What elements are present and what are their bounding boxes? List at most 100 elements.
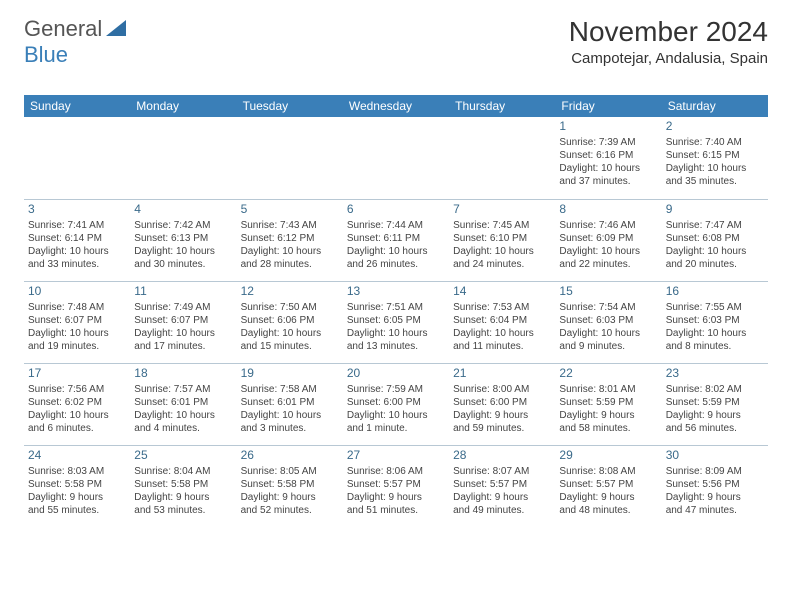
- day-detail-line: and 37 minutes.: [559, 175, 657, 188]
- day-detail-line: and 56 minutes.: [666, 422, 764, 435]
- brand-logo: General: [24, 16, 126, 42]
- day-detail-line: Sunrise: 7:53 AM: [453, 301, 551, 314]
- day-number: 7: [453, 202, 551, 218]
- day-detail-line: Daylight: 10 hours: [134, 327, 232, 340]
- day-number: 14: [453, 284, 551, 300]
- month-title: November 2024: [569, 16, 768, 48]
- day-detail-line: Sunset: 5:58 PM: [134, 478, 232, 491]
- day-detail-line: Sunrise: 7:45 AM: [453, 219, 551, 232]
- day-number: 29: [559, 448, 657, 464]
- day-detail-line: Sunset: 5:59 PM: [559, 396, 657, 409]
- day-detail-line: Sunset: 6:10 PM: [453, 232, 551, 245]
- title-block: November 2024 Campotejar, Andalusia, Spa…: [569, 16, 768, 67]
- brand-part2-wrap: Blue: [24, 42, 68, 68]
- day-detail-line: Daylight: 10 hours: [347, 245, 445, 258]
- calendar-empty-cell: [449, 117, 555, 199]
- day-detail-line: Sunset: 6:13 PM: [134, 232, 232, 245]
- calendar-day-cell: 28Sunrise: 8:07 AMSunset: 5:57 PMDayligh…: [449, 445, 555, 527]
- day-detail-line: Sunset: 6:14 PM: [28, 232, 126, 245]
- day-detail-line: and 22 minutes.: [559, 258, 657, 271]
- day-detail-line: Sunset: 6:12 PM: [241, 232, 339, 245]
- calendar-day-cell: 11Sunrise: 7:49 AMSunset: 6:07 PMDayligh…: [130, 281, 236, 363]
- calendar-week-row: 17Sunrise: 7:56 AMSunset: 6:02 PMDayligh…: [24, 363, 768, 445]
- calendar-empty-cell: [130, 117, 236, 199]
- day-detail-line: Sunset: 6:07 PM: [134, 314, 232, 327]
- calendar-body: 1Sunrise: 7:39 AMSunset: 6:16 PMDaylight…: [24, 117, 768, 527]
- day-detail-line: Sunrise: 7:58 AM: [241, 383, 339, 396]
- day-number: 21: [453, 366, 551, 382]
- day-number: 8: [559, 202, 657, 218]
- calendar-day-cell: 30Sunrise: 8:09 AMSunset: 5:56 PMDayligh…: [662, 445, 768, 527]
- day-detail-line: Daylight: 10 hours: [559, 162, 657, 175]
- location-text: Campotejar, Andalusia, Spain: [569, 50, 768, 67]
- weekday-header: Wednesday: [343, 95, 449, 117]
- day-number: 10: [28, 284, 126, 300]
- day-detail-line: Daylight: 10 hours: [28, 327, 126, 340]
- calendar-day-cell: 3Sunrise: 7:41 AMSunset: 6:14 PMDaylight…: [24, 199, 130, 281]
- calendar-week-row: 3Sunrise: 7:41 AMSunset: 6:14 PMDaylight…: [24, 199, 768, 281]
- day-detail-line: Daylight: 9 hours: [347, 491, 445, 504]
- day-detail-line: Daylight: 9 hours: [453, 491, 551, 504]
- day-number: 20: [347, 366, 445, 382]
- day-detail-line: Sunrise: 7:40 AM: [666, 136, 764, 149]
- day-detail-line: and 59 minutes.: [453, 422, 551, 435]
- day-detail-line: Daylight: 10 hours: [28, 409, 126, 422]
- day-detail-line: and 9 minutes.: [559, 340, 657, 353]
- day-number: 6: [347, 202, 445, 218]
- day-detail-line: Sunrise: 8:06 AM: [347, 465, 445, 478]
- calendar-page: General November 2024 Campotejar, Andalu…: [0, 0, 792, 527]
- day-detail-line: Sunrise: 7:59 AM: [347, 383, 445, 396]
- day-detail-line: and 8 minutes.: [666, 340, 764, 353]
- day-detail-line: and 53 minutes.: [134, 504, 232, 517]
- calendar-day-cell: 10Sunrise: 7:48 AMSunset: 6:07 PMDayligh…: [24, 281, 130, 363]
- weekday-header: Monday: [130, 95, 236, 117]
- day-detail-line: Sunset: 6:03 PM: [666, 314, 764, 327]
- day-detail-line: Sunrise: 8:00 AM: [453, 383, 551, 396]
- day-detail-line: Daylight: 10 hours: [347, 409, 445, 422]
- day-number: 15: [559, 284, 657, 300]
- day-detail-line: Daylight: 9 hours: [666, 409, 764, 422]
- calendar-day-cell: 16Sunrise: 7:55 AMSunset: 6:03 PMDayligh…: [662, 281, 768, 363]
- day-detail-line: Sunrise: 7:42 AM: [134, 219, 232, 232]
- day-detail-line: Sunrise: 8:01 AM: [559, 383, 657, 396]
- brand-part2: Blue: [24, 42, 68, 67]
- day-number: 4: [134, 202, 232, 218]
- calendar-day-cell: 4Sunrise: 7:42 AMSunset: 6:13 PMDaylight…: [130, 199, 236, 281]
- day-detail-line: Sunset: 6:08 PM: [666, 232, 764, 245]
- day-detail-line: Daylight: 10 hours: [666, 162, 764, 175]
- day-detail-line: Sunrise: 7:48 AM: [28, 301, 126, 314]
- day-detail-line: Sunset: 6:03 PM: [559, 314, 657, 327]
- day-detail-line: Daylight: 10 hours: [559, 327, 657, 340]
- day-detail-line: Sunrise: 7:55 AM: [666, 301, 764, 314]
- day-detail-line: Daylight: 10 hours: [453, 327, 551, 340]
- day-detail-line: and 58 minutes.: [559, 422, 657, 435]
- day-detail-line: Daylight: 10 hours: [241, 245, 339, 258]
- day-detail-line: Sunrise: 7:44 AM: [347, 219, 445, 232]
- day-detail-line: Sunrise: 7:43 AM: [241, 219, 339, 232]
- day-detail-line: Daylight: 10 hours: [559, 245, 657, 258]
- day-number: 13: [347, 284, 445, 300]
- calendar-day-cell: 9Sunrise: 7:47 AMSunset: 6:08 PMDaylight…: [662, 199, 768, 281]
- day-detail-line: and 48 minutes.: [559, 504, 657, 517]
- day-detail-line: Sunset: 6:15 PM: [666, 149, 764, 162]
- day-detail-line: and 19 minutes.: [28, 340, 126, 353]
- day-detail-line: Sunset: 6:06 PM: [241, 314, 339, 327]
- day-detail-line: Daylight: 9 hours: [134, 491, 232, 504]
- day-detail-line: Sunrise: 7:57 AM: [134, 383, 232, 396]
- day-number: 30: [666, 448, 764, 464]
- calendar-day-cell: 25Sunrise: 8:04 AMSunset: 5:58 PMDayligh…: [130, 445, 236, 527]
- day-detail-line: and 6 minutes.: [28, 422, 126, 435]
- day-detail-line: and 17 minutes.: [134, 340, 232, 353]
- day-detail-line: Daylight: 9 hours: [453, 409, 551, 422]
- calendar-day-cell: 23Sunrise: 8:02 AMSunset: 5:59 PMDayligh…: [662, 363, 768, 445]
- calendar-table: SundayMondayTuesdayWednesdayThursdayFrid…: [24, 95, 768, 527]
- day-number: 16: [666, 284, 764, 300]
- day-number: 11: [134, 284, 232, 300]
- calendar-day-cell: 18Sunrise: 7:57 AMSunset: 6:01 PMDayligh…: [130, 363, 236, 445]
- day-detail-line: and 28 minutes.: [241, 258, 339, 271]
- day-number: 2: [666, 119, 764, 135]
- day-detail-line: Sunrise: 7:47 AM: [666, 219, 764, 232]
- calendar-week-row: 1Sunrise: 7:39 AMSunset: 6:16 PMDaylight…: [24, 117, 768, 199]
- day-detail-line: and 35 minutes.: [666, 175, 764, 188]
- day-detail-line: Sunrise: 7:56 AM: [28, 383, 126, 396]
